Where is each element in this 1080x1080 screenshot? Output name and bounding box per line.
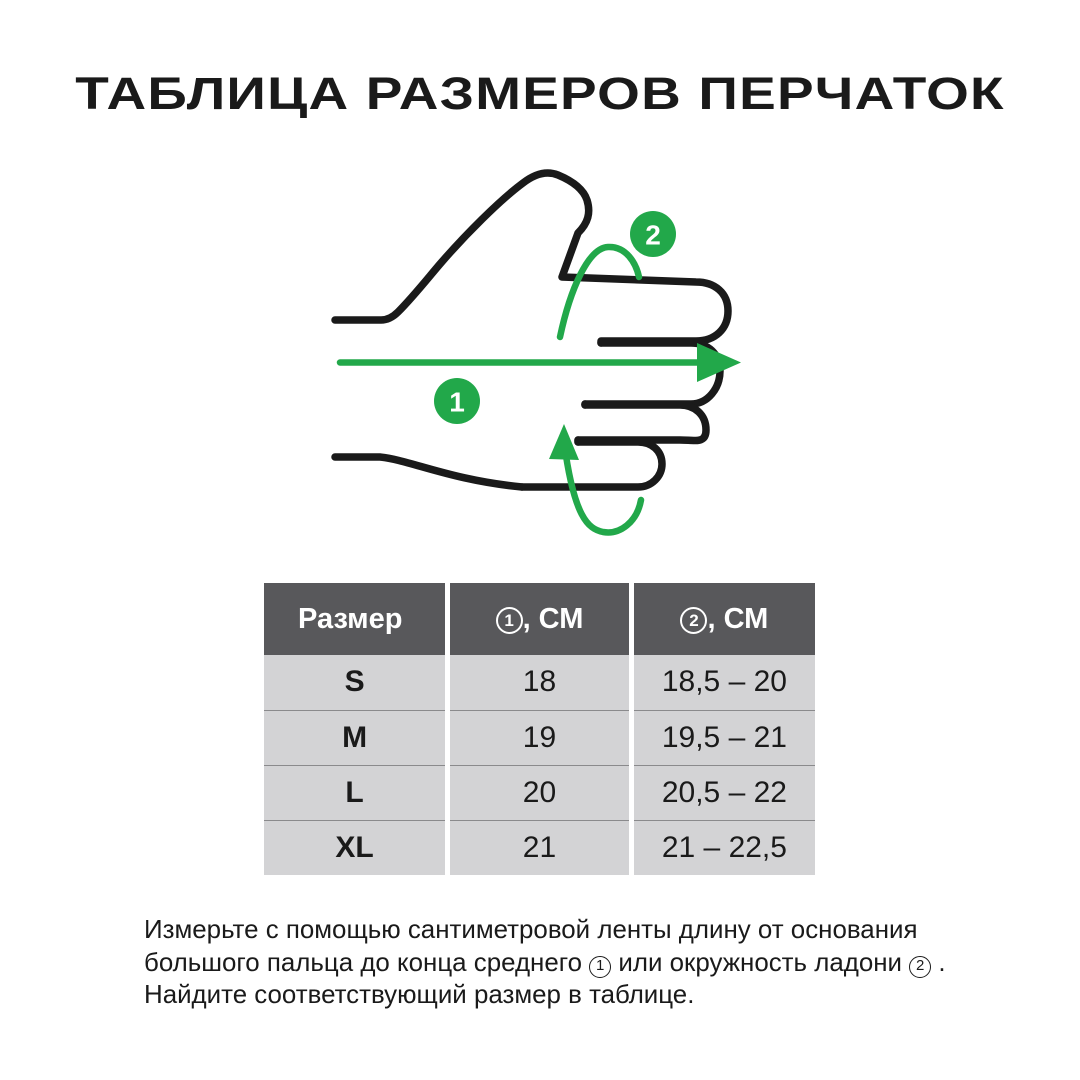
svg-text:2: 2 [645,220,661,251]
svg-text:1: 1 [449,387,465,418]
